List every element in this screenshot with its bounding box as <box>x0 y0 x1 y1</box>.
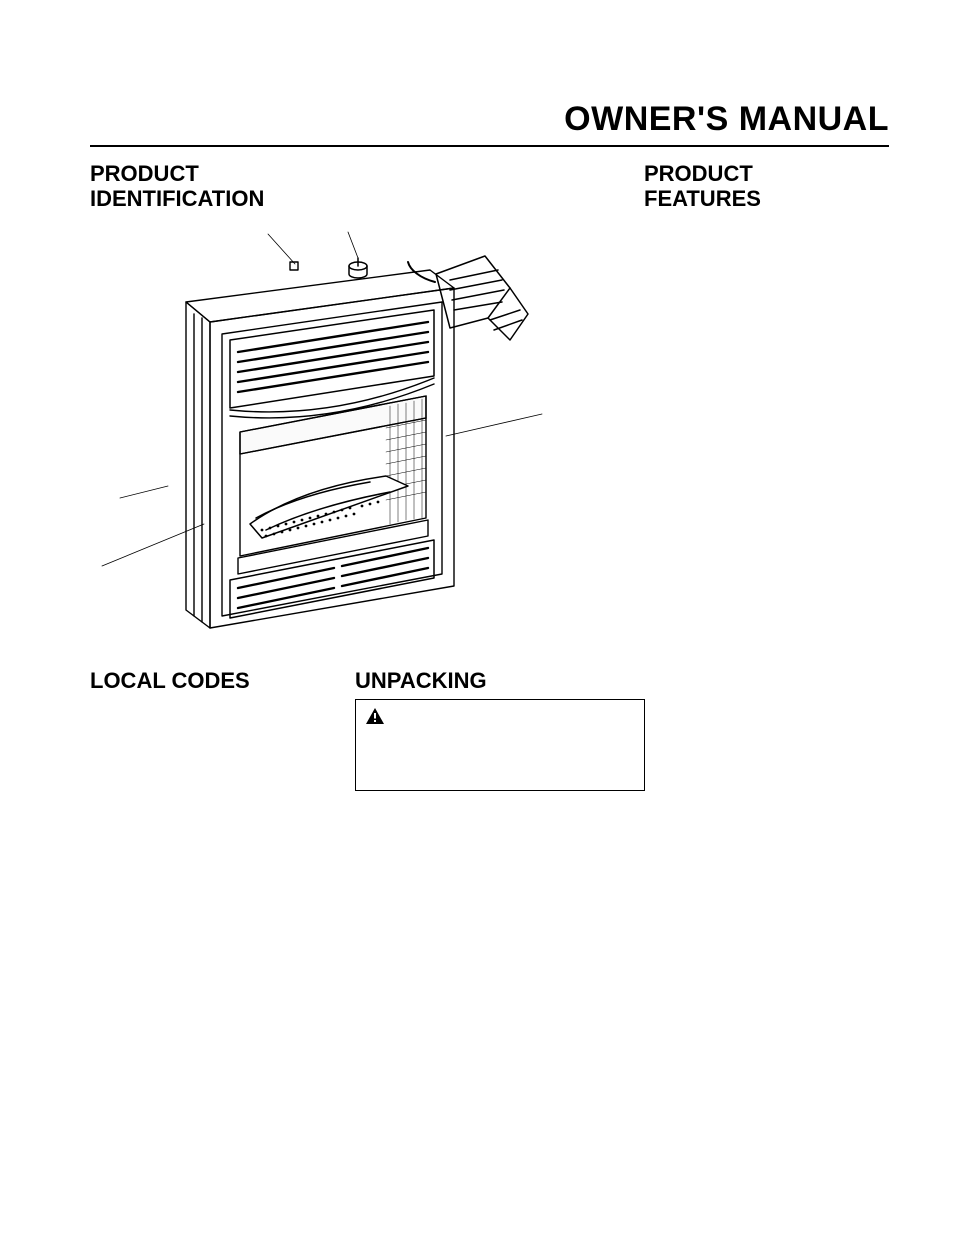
product-figure <box>90 218 590 648</box>
heading-text: PRODUCT IDENTIFICATION <box>90 161 630 212</box>
col-product-identification: PRODUCT IDENTIFICATION <box>90 161 630 648</box>
page-title: OWNER'S MANUAL <box>90 100 889 139</box>
col-unpacking: UNPACKING <box>355 668 645 791</box>
heading-product-features: PRODUCT FEATURES <box>644 161 889 212</box>
heading-text: PRODUCT FEATURES <box>644 161 889 212</box>
header-rule <box>90 145 889 147</box>
col-local-codes: LOCAL CODES <box>90 668 315 791</box>
manual-page: OWNER'S MANUAL PRODUCT IDENTIFICATION <box>0 0 954 1235</box>
warning-box <box>355 699 645 791</box>
bottom-row: LOCAL CODES UNPACKING <box>90 668 889 791</box>
top-row: PRODUCT IDENTIFICATION <box>90 161 889 648</box>
heading-product-identification: PRODUCT IDENTIFICATION <box>90 161 630 212</box>
warning-triangle-icon <box>366 708 384 724</box>
heading-unpacking: UNPACKING <box>355 668 645 693</box>
heater-line-illustration <box>90 218 590 648</box>
col-product-features: PRODUCT FEATURES <box>644 161 889 648</box>
heading-local-codes: LOCAL CODES <box>90 668 315 693</box>
